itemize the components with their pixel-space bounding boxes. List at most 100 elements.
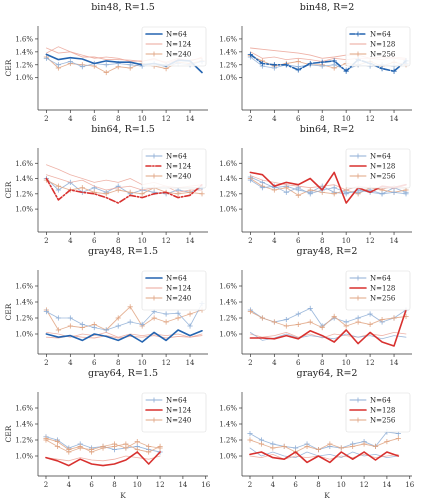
data-point bbox=[331, 58, 337, 64]
y-tick-label: 1.2% bbox=[15, 61, 33, 69]
x-tick-label: 4 bbox=[68, 115, 73, 123]
data-point bbox=[361, 441, 367, 447]
legend-label: N=64 bbox=[166, 275, 187, 283]
data-point bbox=[391, 315, 397, 321]
data-point bbox=[270, 445, 276, 451]
x-tick-label: 12 bbox=[366, 115, 375, 123]
data-point bbox=[315, 447, 322, 453]
data-point bbox=[283, 62, 289, 68]
data-point bbox=[91, 325, 97, 331]
data-point bbox=[283, 189, 289, 195]
legend-label: N=128 bbox=[370, 41, 395, 49]
data-point bbox=[271, 62, 277, 68]
data-point bbox=[151, 315, 157, 321]
data-point bbox=[281, 443, 287, 449]
data-point bbox=[295, 192, 301, 198]
data-point bbox=[403, 191, 409, 197]
x-tick-label: 14 bbox=[390, 237, 399, 245]
data-point bbox=[66, 449, 72, 455]
x-tick-label: 10 bbox=[342, 115, 351, 123]
series-line bbox=[45, 178, 203, 195]
chart-panel: gray48, R=1.5 1.0% 1.2% 1.4% 1.6% 2 4 6 8 10 12 14 C… bbox=[4, 246, 208, 367]
x-tick-label: 4 bbox=[68, 359, 73, 367]
data-point bbox=[103, 62, 109, 68]
data-point bbox=[247, 177, 253, 183]
data-point bbox=[67, 323, 73, 329]
series-line bbox=[45, 451, 161, 467]
data-point bbox=[391, 68, 397, 74]
data-point bbox=[79, 185, 85, 191]
legend-label: N=256 bbox=[370, 417, 396, 425]
x-tick-label: 6 bbox=[92, 359, 97, 367]
series-line-unlabeled bbox=[249, 331, 407, 339]
x-tick-label: 8 bbox=[320, 115, 324, 123]
legend-marker bbox=[355, 153, 361, 159]
x-tick-label: 8 bbox=[116, 359, 120, 367]
data-point bbox=[283, 317, 289, 323]
y-tick-label: 1.6% bbox=[15, 160, 33, 168]
data-point bbox=[247, 309, 253, 315]
legend-label: N=64 bbox=[370, 31, 391, 39]
x-tick-label: 12 bbox=[366, 359, 375, 367]
legend-label: N=256 bbox=[370, 173, 396, 181]
data-point bbox=[103, 327, 109, 333]
y-axis-label: CER bbox=[4, 181, 13, 198]
legend-label: N=64 bbox=[166, 397, 187, 405]
data-point bbox=[295, 321, 301, 327]
x-tick-label: 4 bbox=[272, 359, 277, 367]
data-point bbox=[259, 185, 265, 191]
chart-panel: bin64, R=2 1.0% 1.2% 1.4% 1.6% 2 4 6 8 10 12 14 N=64… bbox=[219, 124, 412, 245]
series-line bbox=[249, 307, 407, 327]
chart-panel: gray64, R=2 1.0% 1.2% 1.4% 1.6% 2 4 6 8 10 12 14 16 K… bbox=[219, 368, 415, 500]
data-point bbox=[163, 311, 169, 317]
y-tick-label: 1.2% bbox=[15, 437, 33, 445]
data-point bbox=[199, 191, 205, 197]
legend-marker bbox=[151, 153, 157, 159]
data-point bbox=[343, 323, 349, 329]
data-point bbox=[355, 319, 361, 325]
y-tick-label: 1.6% bbox=[15, 405, 33, 413]
y-tick-label: 1.6% bbox=[15, 35, 33, 43]
data-point bbox=[367, 321, 373, 327]
y-tick-label: 1.6% bbox=[219, 35, 237, 43]
x-axis-label: K bbox=[120, 491, 126, 500]
data-point bbox=[343, 189, 349, 195]
x-tick-label: 12 bbox=[360, 481, 369, 489]
legend-label: N=124 bbox=[166, 41, 192, 49]
data-point bbox=[343, 68, 349, 74]
legend-label: N=256 bbox=[370, 51, 396, 59]
y-tick-label: 1.6% bbox=[219, 160, 237, 168]
x-tick-label: 12 bbox=[162, 115, 171, 123]
y-tick-label: 1.2% bbox=[219, 437, 237, 445]
legend-label: N=124 bbox=[166, 285, 192, 293]
legend-label: N=128 bbox=[370, 407, 395, 415]
y-tick-label: 1.0% bbox=[15, 74, 33, 82]
chart-panel: gray48, R=2 1.0% 1.2% 1.4% 1.6% 2 4 6 8 10 12 14 N=6… bbox=[219, 246, 412, 367]
legend-label: N=64 bbox=[370, 397, 391, 405]
x-tick-label: 4 bbox=[272, 237, 277, 245]
legend-marker bbox=[151, 397, 157, 403]
chart-title: bin48, R=1.5 bbox=[91, 2, 155, 13]
y-tick-label: 1.6% bbox=[15, 283, 33, 291]
chart-panel: gray64, R=1.5 1.0% 1.2% 1.4% 1.6% 2 4 6 8 10 12 14 1… bbox=[4, 368, 211, 500]
data-point bbox=[163, 319, 169, 325]
series-line-unlabeled bbox=[249, 175, 407, 191]
data-point bbox=[157, 445, 163, 451]
chart-title: gray48, R=2 bbox=[297, 246, 358, 257]
legend-label: N=240 bbox=[166, 51, 191, 59]
y-tick-label: 1.0% bbox=[219, 453, 237, 461]
x-tick-label: 2 bbox=[248, 481, 252, 489]
legend-label: N=124 bbox=[166, 163, 192, 171]
data-point bbox=[355, 189, 361, 195]
x-tick-label: 8 bbox=[320, 237, 324, 245]
x-tick-label: 6 bbox=[89, 481, 94, 489]
data-point bbox=[259, 60, 265, 67]
series-line-unlabeled bbox=[45, 455, 161, 462]
legend-label: N=240 bbox=[166, 295, 191, 303]
legend-marker bbox=[355, 51, 361, 57]
legend-label: N=64 bbox=[370, 153, 391, 161]
data-point bbox=[175, 310, 181, 316]
data-point bbox=[127, 62, 133, 68]
legend-marker bbox=[151, 51, 157, 57]
